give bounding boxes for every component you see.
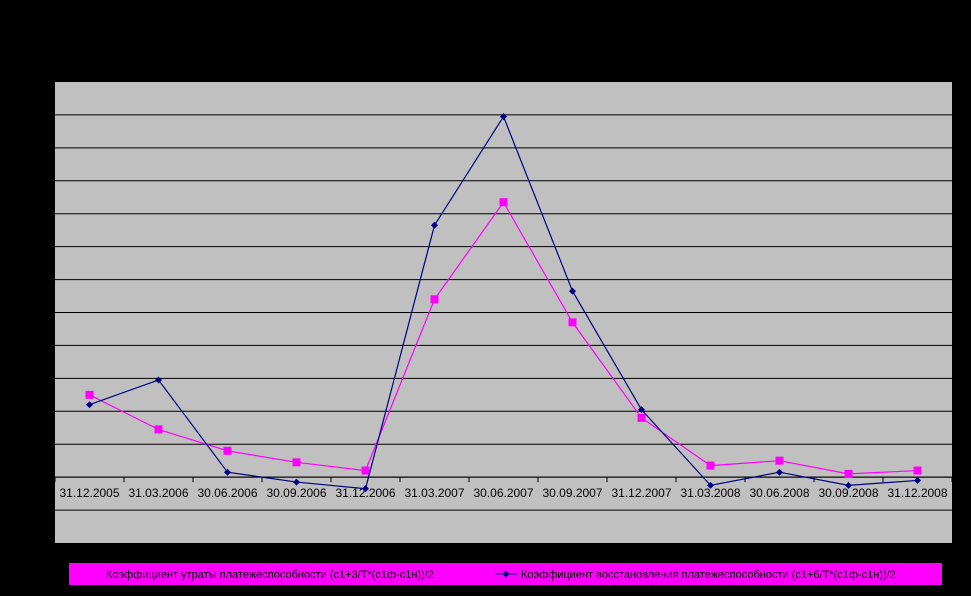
data-point-square	[223, 446, 232, 455]
x-tick-label: 30.06.2006	[197, 486, 257, 500]
data-point-square	[361, 466, 370, 475]
data-point-diamond	[155, 376, 162, 384]
data-point-diamond	[707, 481, 714, 489]
x-tick-label: 30.09.2007	[542, 486, 602, 500]
data-point-diamond	[86, 401, 93, 409]
data-point-square	[844, 469, 853, 478]
data-point-diamond	[914, 476, 921, 484]
data-point-diamond	[431, 221, 438, 229]
data-point-diamond	[638, 406, 645, 414]
x-tick-label: 30.06.2007	[473, 486, 533, 500]
x-tick-label: 30.09.2008	[818, 486, 878, 500]
legend-marker-loss	[86, 571, 92, 577]
data-point-diamond	[569, 287, 576, 295]
gridlines	[55, 114, 952, 511]
data-point-square	[499, 198, 508, 207]
legend-label-loss: Коэффициент утраты платежеспособности (с…	[106, 569, 434, 581]
legend-label-recovery: Коэффициент восстановления платежеспособ…	[521, 569, 896, 581]
legend-marker-recovery	[502, 570, 510, 578]
x-tick-label: 30.06.2008	[749, 486, 809, 500]
data-point-diamond	[293, 478, 300, 486]
x-tick-label: 31.12.2008	[887, 486, 947, 500]
data-point-square	[292, 458, 301, 467]
x-tick-label: 31.03.2008	[680, 486, 740, 500]
data-point-square	[430, 295, 439, 304]
x-tick-label: 31.03.2006	[128, 486, 188, 500]
x-tick-label: 30.09.2006	[266, 486, 326, 500]
data-point-diamond	[362, 485, 369, 493]
data-point-diamond	[500, 113, 507, 121]
series-layer	[85, 113, 922, 493]
x-tick-label: 31.03.2007	[404, 486, 464, 500]
data-point-square	[85, 390, 94, 399]
data-point-diamond	[776, 468, 783, 476]
data-point-diamond	[224, 468, 231, 476]
data-point-diamond	[845, 481, 852, 489]
data-point-square	[775, 456, 784, 465]
x-axis: 31.12.2005 31.03.2006 30.06.2006 30.09.2006…	[54, 476, 953, 500]
x-tick-label: 31.12.2005	[59, 486, 119, 500]
x-tick-label: 31.12.2006	[335, 486, 395, 500]
data-point-square	[637, 413, 646, 422]
data-point-square	[568, 318, 577, 327]
legend: Коэффициент утраты платежеспособности (с…	[69, 563, 942, 585]
x-tick-label: 31.12.2007	[611, 486, 671, 500]
data-point-square	[913, 466, 922, 475]
data-point-square	[154, 425, 163, 434]
data-point-square	[706, 461, 715, 470]
